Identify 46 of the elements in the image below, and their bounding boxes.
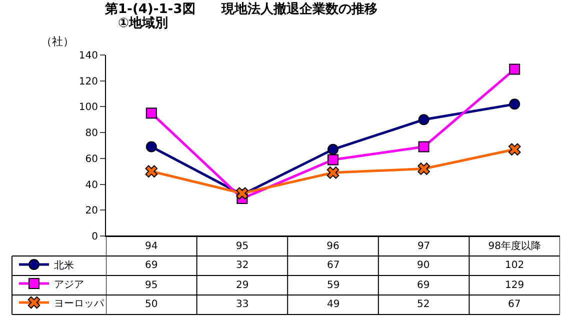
y-tick-label: 140 bbox=[78, 50, 98, 62]
x-tick-label: 97 bbox=[417, 241, 430, 252]
data-label: 29 bbox=[236, 280, 249, 291]
data-label: 90 bbox=[417, 260, 430, 271]
x-tick-label: 98年度以降 bbox=[488, 240, 541, 252]
data-label: 33 bbox=[236, 299, 249, 310]
x-tick-label: 95 bbox=[236, 241, 249, 252]
x-tick-label: 94 bbox=[145, 241, 158, 252]
y-axis-title: （社） bbox=[41, 35, 74, 48]
data-label: 69 bbox=[145, 260, 158, 271]
chart-subtitle: ①地域別 bbox=[118, 16, 168, 31]
y-tick-label: 80 bbox=[85, 128, 98, 140]
data-label: 59 bbox=[327, 280, 340, 291]
point bbox=[418, 114, 430, 126]
point bbox=[146, 141, 157, 152]
point bbox=[509, 98, 520, 110]
legend-label: ヨーロッパ bbox=[54, 298, 105, 310]
point bbox=[418, 141, 430, 152]
point bbox=[145, 165, 158, 178]
x-tick-label: 96 bbox=[326, 241, 340, 252]
data-label: 67 bbox=[508, 299, 521, 310]
legend-label: アジア bbox=[54, 279, 84, 290]
point bbox=[418, 162, 430, 175]
point bbox=[508, 143, 521, 156]
data-label: 52 bbox=[417, 299, 430, 310]
point bbox=[328, 154, 338, 166]
data-label: 129 bbox=[505, 280, 524, 291]
data-label: 95 bbox=[145, 280, 158, 291]
y-tick-label: 40 bbox=[85, 180, 98, 191]
data-label: 50 bbox=[145, 299, 158, 310]
data-label: 69 bbox=[417, 280, 430, 291]
point bbox=[328, 144, 338, 155]
y-tick-label: 0 bbox=[92, 232, 98, 242]
point bbox=[509, 64, 520, 75]
y-tick-label: 60 bbox=[85, 154, 98, 165]
chart-title: 第1-(4)-1-3図 現地法人撤退企業数の推移 bbox=[104, 1, 378, 18]
y-tick-label: 20 bbox=[85, 206, 98, 217]
y-tick-label: 120 bbox=[78, 76, 98, 88]
data-label: 67 bbox=[327, 260, 340, 271]
data-label: 32 bbox=[236, 260, 249, 271]
point bbox=[326, 166, 340, 179]
y-tick-label: 100 bbox=[78, 102, 98, 114]
data-label: 102 bbox=[505, 260, 524, 271]
legend-label: 北米 bbox=[54, 259, 74, 272]
point bbox=[146, 108, 157, 119]
data-label: 49 bbox=[327, 299, 340, 310]
